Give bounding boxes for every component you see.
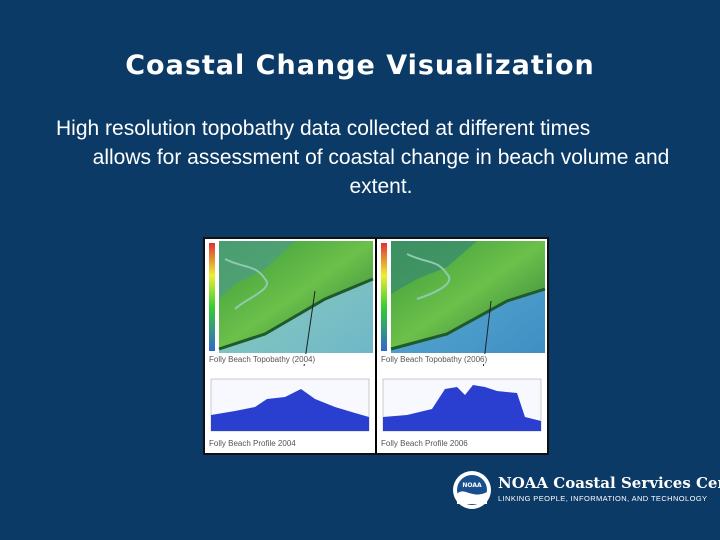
profile-label-2006: Folly Beach Profile 2006 — [381, 439, 468, 448]
noaa-emblem-icon: NOAA — [453, 471, 491, 509]
panel-2004: Folly Beach Topobathy (2004) Folly Beach… — [205, 239, 375, 453]
noaa-logo: NOAA NOAA Coastal Services Center LINKIN… — [452, 470, 720, 510]
svg-text:NOAA: NOAA — [462, 482, 482, 489]
logo-tagline: LINKING PEOPLE, INFORMATION, AND TECHNOL… — [498, 494, 708, 503]
slide-body-text: High resolution topobathy data collected… — [56, 114, 676, 201]
profile-label-2004: Folly Beach Profile 2004 — [209, 439, 296, 448]
logo-main-text: NOAA Coastal Services Center — [498, 474, 720, 492]
slide-title: Coastal Change Visualization — [125, 50, 595, 81]
panel-2006: Folly Beach Topobathy (2006) Folly Beach… — [377, 239, 547, 453]
body-line-1: High resolution topobathy data collected… — [56, 117, 591, 140]
topo-label-2004: Folly Beach Topobathy (2004) — [209, 355, 315, 364]
coastal-change-figure: Folly Beach Topobathy (2004) Folly Beach… — [203, 237, 549, 455]
topo-label-2006: Folly Beach Topobathy (2006) — [381, 355, 487, 364]
body-line-2: allows for assessment of coastal change … — [92, 146, 670, 198]
